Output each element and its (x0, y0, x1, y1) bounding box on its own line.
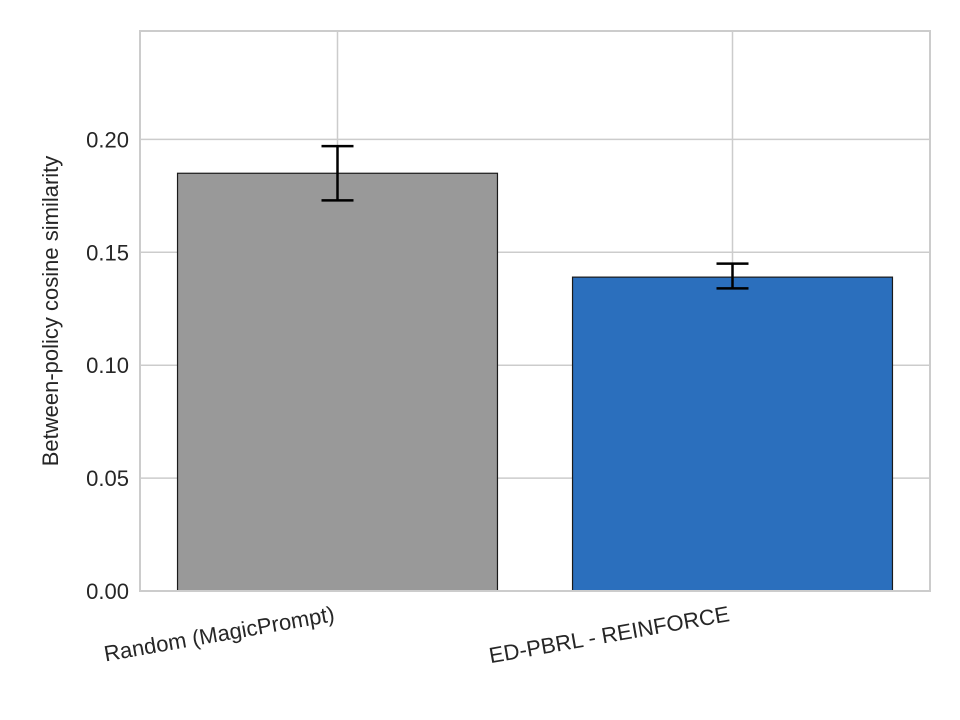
y-tick-labels: 0.00 0.05 0.10 0.15 0.20 (86, 127, 129, 604)
y-tick-label: 0.10 (86, 353, 129, 378)
y-tick-label: 0.20 (86, 127, 129, 152)
bar (571, 276, 894, 592)
plot-frame (139, 30, 931, 592)
error-bars (321, 144, 749, 290)
y-tick-label: 0.15 (86, 240, 129, 265)
bar (176, 172, 499, 592)
x-tick-label: Random (MagicPrompt) (102, 601, 336, 666)
y-axis-label: Between-policy cosine similarity (38, 156, 63, 467)
bars (176, 172, 894, 592)
y-tick-label: 0.00 (86, 579, 129, 604)
y-tick-label: 0.05 (86, 466, 129, 491)
x-tick-labels: Random (MagicPrompt) ED-PBRL - REINFORCE (102, 601, 731, 668)
x-tick-label: ED-PBRL - REINFORCE (487, 601, 731, 668)
